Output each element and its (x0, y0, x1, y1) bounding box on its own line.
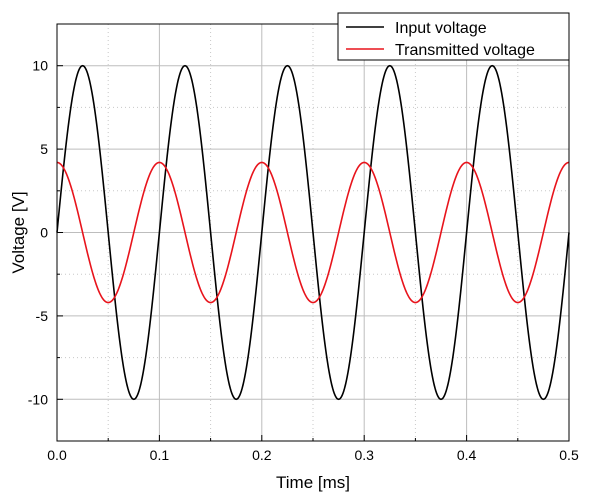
legend: Input voltage Transmitted voltage (337, 12, 570, 61)
y-axis-title: Voltage [V] (9, 191, 28, 273)
x-tick-label: 0.2 (252, 447, 272, 463)
series-line-transmitted-voltage (56, 161, 570, 304)
y-tick-label: -5 (36, 308, 49, 324)
legend-label-input-voltage: Input voltage (395, 20, 487, 37)
x-tick-label: 0.3 (354, 447, 374, 463)
x-tick-label: 0.1 (150, 447, 170, 463)
x-tick-label: 0.5 (559, 447, 579, 463)
series-line-input-voltage (56, 64, 570, 401)
legend-label-transmitted-voltage: Transmitted voltage (395, 42, 535, 59)
series-layer (56, 64, 570, 401)
x-axis-title: Time [ms] (276, 473, 350, 492)
y-tick-label: -10 (28, 391, 48, 407)
legend-box (337, 12, 570, 61)
y-tick-label: 0 (40, 225, 48, 241)
y-tick-label: 10 (32, 58, 48, 74)
x-tick-label: 0.0 (47, 447, 67, 463)
y-tick-label: 5 (40, 141, 48, 157)
axis-ticks: 0.0 0.1 0.2 0.3 0.4 0.5 -10 -5 0 5 10 (28, 23, 579, 463)
x-tick-label: 0.4 (457, 447, 477, 463)
